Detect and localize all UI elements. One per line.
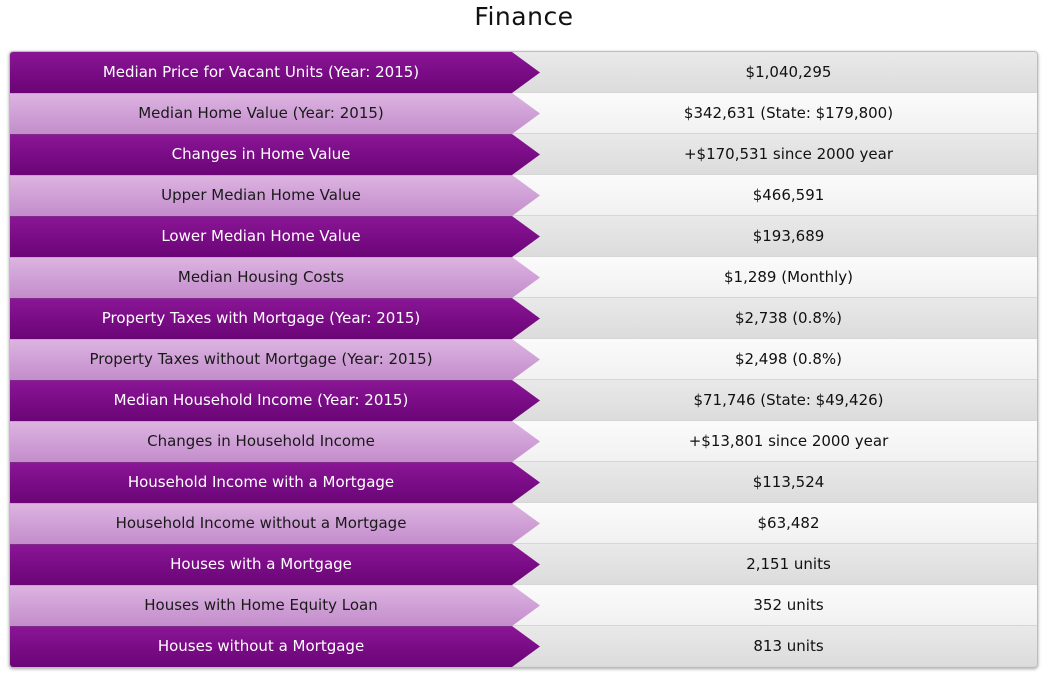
row-label: Upper Median Home Value <box>161 186 361 204</box>
row-label-cell: Property Taxes without Mortgage (Year: 2… <box>10 339 540 380</box>
row-label: Median Housing Costs <box>177 268 345 286</box>
row-value: $1,289 (Monthly) <box>512 257 1037 298</box>
row-label-arrow <box>10 585 540 626</box>
row-value: 813 units <box>512 626 1037 667</box>
table-row: Household Income without a Mortgage $63,… <box>10 503 1037 544</box>
row-value: $1,040,295 <box>512 52 1037 93</box>
row-label: Changes in Home Value <box>171 145 351 163</box>
row-label-cell: Changes in Home Value <box>10 134 540 175</box>
row-label: Houses with Home Equity Loan <box>144 596 378 614</box>
table-row: Houses without a Mortgage 813 units <box>10 626 1037 667</box>
table-row: Property Taxes with Mortgage (Year: 2015… <box>10 298 1037 339</box>
row-value: $193,689 <box>512 216 1037 257</box>
table-row: Household Income with a Mortgage $113,52… <box>10 462 1037 503</box>
row-label-arrow <box>10 175 540 216</box>
table-row: Median Price for Vacant Units (Year: 201… <box>10 52 1037 93</box>
row-value: $113,524 <box>512 462 1037 503</box>
row-label-arrow <box>10 626 540 667</box>
row-label-arrow <box>10 52 540 93</box>
row-label: Median Price for Vacant Units (Year: 201… <box>102 63 420 81</box>
row-label-cell: Houses with a Mortgage <box>10 544 540 585</box>
table-row: Median Home Value (Year: 2015) $342,631 … <box>10 93 1037 134</box>
row-label-cell: Household Income with a Mortgage <box>10 462 540 503</box>
row-value: $63,482 <box>512 503 1037 544</box>
row-label-cell: Median Home Value (Year: 2015) <box>10 93 540 134</box>
table-row: Lower Median Home Value $193,689 <box>10 216 1037 257</box>
page-title: Finance <box>474 2 574 31</box>
row-label-cell: Houses with Home Equity Loan <box>10 585 540 626</box>
row-label-arrow <box>10 257 540 298</box>
row-label: Property Taxes with Mortgage (Year: 2015… <box>101 309 421 327</box>
row-value: $71,746 (State: $49,426) <box>512 380 1037 421</box>
row-label-arrow <box>10 421 540 462</box>
row-value: 352 units <box>512 585 1037 626</box>
row-value: $342,631 (State: $179,800) <box>512 93 1037 134</box>
row-label: Lower Median Home Value <box>161 227 361 245</box>
row-label-cell: Median Price for Vacant Units (Year: 201… <box>10 52 540 93</box>
table-row: Median Household Income (Year: 2015) $71… <box>10 380 1037 421</box>
table-row: Changes in Home Value +$170,531 since 20… <box>10 134 1037 175</box>
row-label-arrow <box>10 298 540 339</box>
table-row: Property Taxes without Mortgage (Year: 2… <box>10 339 1037 380</box>
row-label-arrow <box>10 503 540 544</box>
row-value: 2,151 units <box>512 544 1037 585</box>
row-label: Median Household Income (Year: 2015) <box>113 391 409 409</box>
row-label: Changes in Household Income <box>147 432 375 450</box>
row-label-arrow <box>10 216 540 257</box>
row-label-cell: Houses without a Mortgage <box>10 626 540 667</box>
row-label: Property Taxes without Mortgage (Year: 2… <box>89 350 433 368</box>
row-label-cell: Median Housing Costs <box>10 257 540 298</box>
table-row: Houses with a Mortgage 2,151 units <box>10 544 1037 585</box>
row-value: $2,738 (0.8%) <box>512 298 1037 339</box>
row-label: Houses with a Mortgage <box>170 555 352 573</box>
row-label-cell: Lower Median Home Value <box>10 216 540 257</box>
table-row: Median Housing Costs $1,289 (Monthly) <box>10 257 1037 298</box>
row-label-arrow <box>10 134 540 175</box>
row-label-arrow <box>10 462 540 503</box>
row-label: Houses without a Mortgage <box>157 637 365 655</box>
row-label-arrow <box>10 339 540 380</box>
row-value: +$170,531 since 2000 year <box>512 134 1037 175</box>
finance-table: Median Price for Vacant Units (Year: 201… <box>9 51 1038 668</box>
table-row: Houses with Home Equity Loan 352 units <box>10 585 1037 626</box>
row-label-cell: Household Income without a Mortgage <box>10 503 540 544</box>
row-value: $2,498 (0.8%) <box>512 339 1037 380</box>
row-value: $466,591 <box>512 175 1037 216</box>
row-label: Household Income without a Mortgage <box>115 514 407 532</box>
row-label: Household Income with a Mortgage <box>127 473 395 491</box>
table-row: Upper Median Home Value $466,591 <box>10 175 1037 216</box>
row-label-cell: Property Taxes with Mortgage (Year: 2015… <box>10 298 540 339</box>
row-label: Median Home Value (Year: 2015) <box>138 104 384 122</box>
table-row: Changes in Household Income +$13,801 sin… <box>10 421 1037 462</box>
row-label-arrow <box>10 380 540 421</box>
row-label-cell: Changes in Household Income <box>10 421 540 462</box>
row-label-arrow <box>10 544 540 585</box>
row-label-cell: Upper Median Home Value <box>10 175 540 216</box>
row-value: +$13,801 since 2000 year <box>512 421 1037 462</box>
row-label-arrow <box>10 93 540 134</box>
row-label-cell: Median Household Income (Year: 2015) <box>10 380 540 421</box>
